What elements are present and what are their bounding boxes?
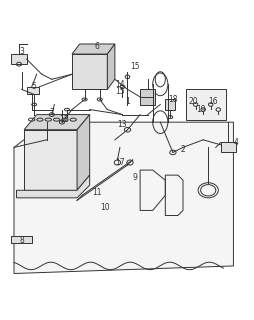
Text: 15: 15 [115, 87, 124, 96]
Polygon shape [14, 122, 232, 274]
Text: 20: 20 [187, 98, 197, 107]
Text: 3: 3 [19, 47, 24, 56]
Polygon shape [24, 115, 89, 130]
Text: 7: 7 [49, 108, 54, 116]
Text: 17: 17 [115, 158, 124, 167]
Text: 2: 2 [180, 145, 185, 155]
Text: 11: 11 [92, 188, 102, 197]
Text: 13: 13 [117, 120, 127, 129]
Text: 8: 8 [19, 236, 24, 245]
Text: 6: 6 [94, 42, 99, 51]
Polygon shape [11, 236, 31, 243]
Bar [220, 142, 235, 152]
Text: 5: 5 [31, 82, 37, 91]
Bar [185, 89, 225, 120]
Polygon shape [17, 175, 89, 198]
Bar [139, 89, 155, 105]
Polygon shape [72, 44, 115, 54]
Text: 18: 18 [167, 95, 177, 104]
Bar [26, 87, 39, 94]
Text: 9: 9 [132, 173, 137, 182]
Text: 15: 15 [130, 62, 139, 71]
Text: 10: 10 [100, 204, 109, 212]
Text: 1: 1 [125, 98, 129, 107]
Polygon shape [24, 130, 77, 190]
Polygon shape [72, 54, 107, 89]
Bar [165, 100, 175, 109]
Text: 16: 16 [208, 98, 217, 107]
Text: 14: 14 [115, 80, 124, 89]
Polygon shape [77, 115, 89, 190]
Text: 12: 12 [59, 115, 69, 124]
Bar [11, 54, 26, 64]
Text: 4: 4 [233, 138, 237, 147]
Text: 19: 19 [195, 105, 205, 114]
Polygon shape [107, 44, 115, 89]
